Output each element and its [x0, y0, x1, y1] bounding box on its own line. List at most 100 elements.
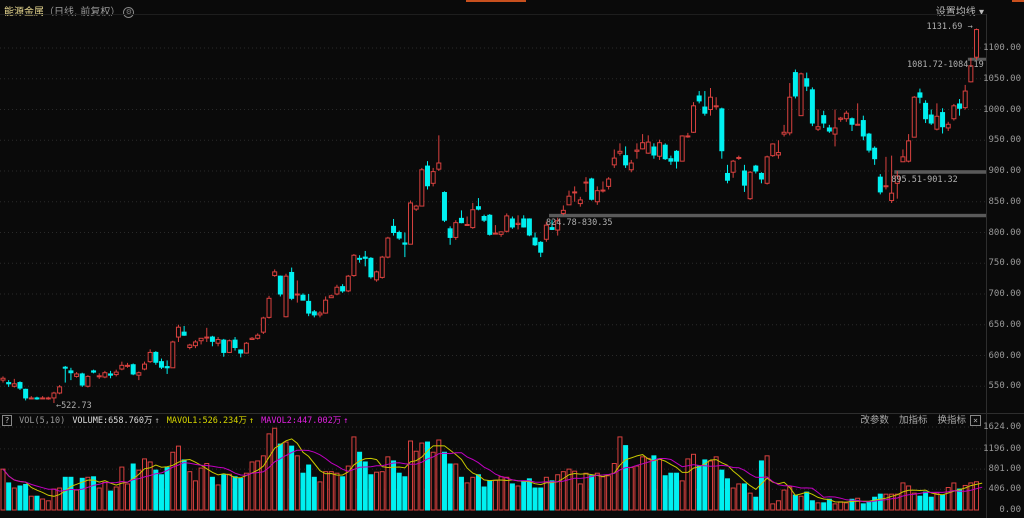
candle[interactable]	[679, 135, 685, 162]
candle[interactable]	[843, 110, 849, 122]
candle[interactable]	[945, 121, 951, 132]
candle[interactable]	[142, 361, 147, 371]
candle[interactable]	[345, 274, 351, 293]
candle[interactable]	[464, 216, 470, 227]
candle[interactable]	[221, 338, 227, 357]
candle[interactable]	[730, 159, 736, 178]
edit-params-button[interactable]: 改参数	[860, 415, 889, 426]
candle[interactable]	[640, 134, 646, 150]
candle[interactable]	[436, 135, 442, 171]
candle[interactable]	[934, 103, 940, 131]
candle[interactable]	[374, 270, 380, 282]
candle[interactable]	[628, 159, 634, 173]
candle[interactable]	[102, 370, 108, 379]
candle[interactable]	[855, 103, 861, 126]
candle[interactable]	[28, 396, 34, 400]
candle[interactable]	[617, 143, 623, 156]
candle[interactable]	[509, 216, 515, 229]
candle[interactable]	[787, 83, 793, 136]
candle[interactable]	[906, 134, 912, 163]
candle[interactable]	[0, 376, 6, 383]
candle[interactable]	[328, 294, 334, 299]
gear-icon[interactable]: ⚙	[123, 7, 135, 18]
candle[interactable]	[781, 124, 787, 137]
candle[interactable]	[402, 232, 408, 258]
candle[interactable]	[74, 372, 80, 378]
candle[interactable]	[736, 155, 742, 160]
candle[interactable]	[215, 337, 221, 347]
candle[interactable]	[181, 325, 187, 336]
candle[interactable]	[136, 371, 142, 381]
candle[interactable]	[79, 372, 85, 387]
candle[interactable]	[634, 143, 640, 159]
candle[interactable]	[741, 164, 747, 192]
candle[interactable]	[85, 375, 91, 388]
candle[interactable]	[719, 107, 725, 159]
candle[interactable]	[917, 88, 923, 104]
candle[interactable]	[294, 280, 300, 303]
candle[interactable]	[68, 367, 74, 381]
candle[interactable]	[549, 220, 555, 231]
candle[interactable]	[368, 257, 374, 279]
candle[interactable]	[158, 358, 164, 370]
candle[interactable]	[430, 167, 436, 187]
candle[interactable]	[606, 177, 612, 190]
candle[interactable]	[894, 171, 900, 199]
help-icon[interactable]: ?	[2, 415, 12, 426]
candle[interactable]	[277, 275, 283, 297]
candle[interactable]	[379, 255, 385, 279]
candle[interactable]	[702, 91, 708, 116]
candle[interactable]	[458, 210, 464, 224]
candle[interactable]	[391, 218, 397, 236]
candle[interactable]	[311, 309, 317, 318]
candle[interactable]	[204, 327, 210, 342]
candle[interactable]	[17, 381, 23, 390]
candle[interactable]	[34, 396, 40, 400]
candle[interactable]	[130, 363, 136, 376]
candle[interactable]	[515, 215, 521, 230]
candle[interactable]	[821, 110, 827, 128]
candle[interactable]	[487, 214, 493, 236]
candle[interactable]	[255, 333, 261, 340]
candle[interactable]	[481, 214, 487, 223]
candle[interactable]	[413, 204, 419, 211]
candle[interactable]	[623, 146, 629, 168]
candle[interactable]	[40, 396, 46, 400]
candle[interactable]	[57, 385, 63, 395]
candle[interactable]	[775, 140, 781, 159]
indicator-name[interactable]: VOL(5,10)	[19, 416, 66, 426]
candle[interactable]	[555, 217, 561, 236]
candle[interactable]	[708, 87, 713, 116]
candle[interactable]	[23, 388, 29, 401]
candle[interactable]	[674, 150, 680, 169]
candle[interactable]	[662, 143, 668, 160]
candle[interactable]	[815, 109, 821, 132]
candle[interactable]	[645, 135, 651, 154]
candle[interactable]	[770, 143, 776, 157]
candle[interactable]	[249, 337, 255, 341]
ma-setting-dropdown[interactable]: 设置均线 ▾	[936, 3, 984, 18]
candle[interactable]	[260, 316, 266, 334]
candle[interactable]	[877, 174, 883, 195]
candle[interactable]	[164, 360, 170, 374]
candle[interactable]	[6, 380, 12, 387]
candle[interactable]	[713, 97, 719, 110]
candle[interactable]	[232, 337, 238, 351]
candle[interactable]	[668, 155, 674, 165]
candle[interactable]	[441, 191, 447, 223]
candle[interactable]	[696, 91, 702, 104]
candle[interactable]	[266, 295, 272, 319]
add-indicator-button[interactable]: 加指标	[898, 415, 928, 426]
candle[interactable]	[419, 167, 425, 207]
candle[interactable]	[532, 232, 538, 247]
candle[interactable]	[170, 340, 176, 369]
candle[interactable]	[747, 171, 753, 200]
candle[interactable]	[470, 202, 476, 229]
candle[interactable]	[962, 84, 968, 110]
candle[interactable]	[560, 205, 566, 216]
candle[interactable]	[572, 186, 578, 202]
candle[interactable]	[577, 196, 583, 207]
candle[interactable]	[911, 95, 917, 138]
candle[interactable]	[928, 109, 934, 125]
candle[interactable]	[175, 324, 181, 342]
